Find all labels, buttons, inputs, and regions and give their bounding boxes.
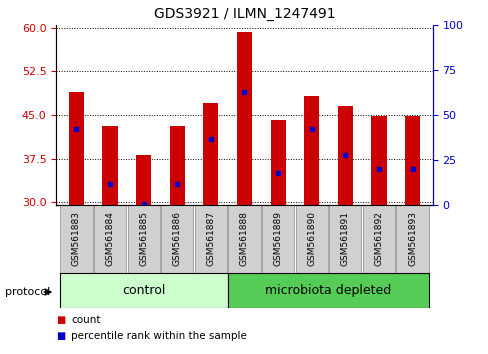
Text: control: control	[122, 284, 165, 297]
Bar	[237, 32, 251, 205]
Bar	[404, 116, 419, 205]
Text: GSM561891: GSM561891	[340, 211, 349, 267]
Bar	[304, 96, 319, 205]
Text: protocol: protocol	[5, 287, 50, 297]
Bar	[102, 126, 117, 205]
Bar	[396, 205, 428, 273]
Title: GDS3921 / ILMN_1247491: GDS3921 / ILMN_1247491	[153, 7, 335, 21]
Text: GSM561884: GSM561884	[105, 211, 114, 267]
Bar	[161, 205, 193, 273]
Text: GSM561889: GSM561889	[273, 211, 282, 267]
Bar	[295, 205, 327, 273]
Bar	[227, 273, 428, 308]
Text: GSM561885: GSM561885	[139, 211, 148, 267]
Bar	[136, 155, 151, 205]
Text: GSM561887: GSM561887	[206, 211, 215, 267]
Bar	[127, 205, 160, 273]
Bar	[169, 126, 184, 205]
Bar	[328, 205, 361, 273]
Bar	[203, 103, 218, 205]
Bar	[371, 116, 386, 205]
Text: GSM561886: GSM561886	[172, 211, 182, 267]
Bar	[194, 205, 226, 273]
Text: GSM561890: GSM561890	[306, 211, 316, 267]
Bar	[69, 92, 84, 205]
Bar	[270, 120, 285, 205]
Bar	[60, 273, 227, 308]
Text: GSM561893: GSM561893	[407, 211, 416, 267]
Text: ■: ■	[56, 331, 65, 341]
Text: microbiota depleted: microbiota depleted	[265, 284, 391, 297]
Bar	[337, 106, 352, 205]
Text: ■: ■	[56, 315, 65, 325]
Text: count: count	[71, 315, 100, 325]
Bar	[262, 205, 294, 273]
Bar	[60, 205, 92, 273]
Text: GSM561888: GSM561888	[240, 211, 248, 267]
Text: GSM561892: GSM561892	[374, 211, 383, 267]
Bar	[362, 205, 394, 273]
Text: percentile rank within the sample: percentile rank within the sample	[71, 331, 246, 341]
Bar	[228, 205, 260, 273]
Text: GSM561883: GSM561883	[72, 211, 81, 267]
Bar	[94, 205, 126, 273]
